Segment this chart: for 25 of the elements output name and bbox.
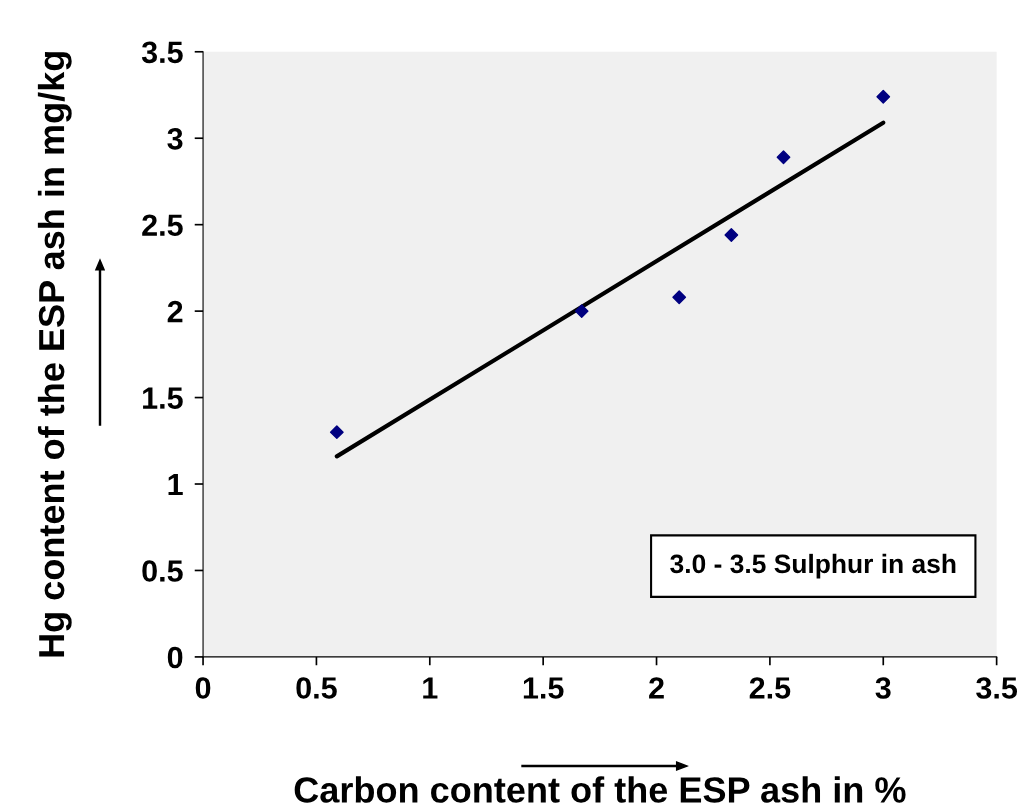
x-axis-title: Carbon content of the ESP ash in %	[294, 776, 906, 803]
x-tick-label: 3.5	[976, 677, 1018, 699]
y-tick-label: 1	[168, 474, 183, 496]
y-axis-title: Hg content of the ESP ash in mg/kg	[37, 52, 72, 657]
x-tick-label: 1	[423, 677, 438, 699]
y-tick-label: 2.5	[142, 214, 183, 237]
x-tick-label: 0.5	[296, 677, 337, 699]
point	[672, 290, 687, 305]
x-tick-label: 2.5	[749, 677, 791, 699]
annotation: 3.0 - 3.5 Sulphur in ash	[670, 553, 956, 579]
x-tick-label: 2	[649, 677, 664, 699]
x-tick-label: 0	[195, 677, 211, 699]
y-tick-label: 3.5	[141, 41, 183, 64]
point	[329, 425, 344, 440]
point	[574, 304, 589, 319]
y-tick-label: 2	[167, 300, 183, 323]
x-tick-label: 3	[875, 677, 891, 699]
point	[876, 89, 891, 104]
y-tick-label: 0.5	[142, 560, 183, 582]
x-tick-label: 1.5	[523, 677, 564, 699]
y-tick-label: 1.5	[143, 387, 183, 409]
point	[724, 228, 739, 242]
y-tick-label: 3	[167, 127, 183, 150]
point	[776, 150, 791, 165]
y-tick-label: 0	[167, 646, 183, 669]
